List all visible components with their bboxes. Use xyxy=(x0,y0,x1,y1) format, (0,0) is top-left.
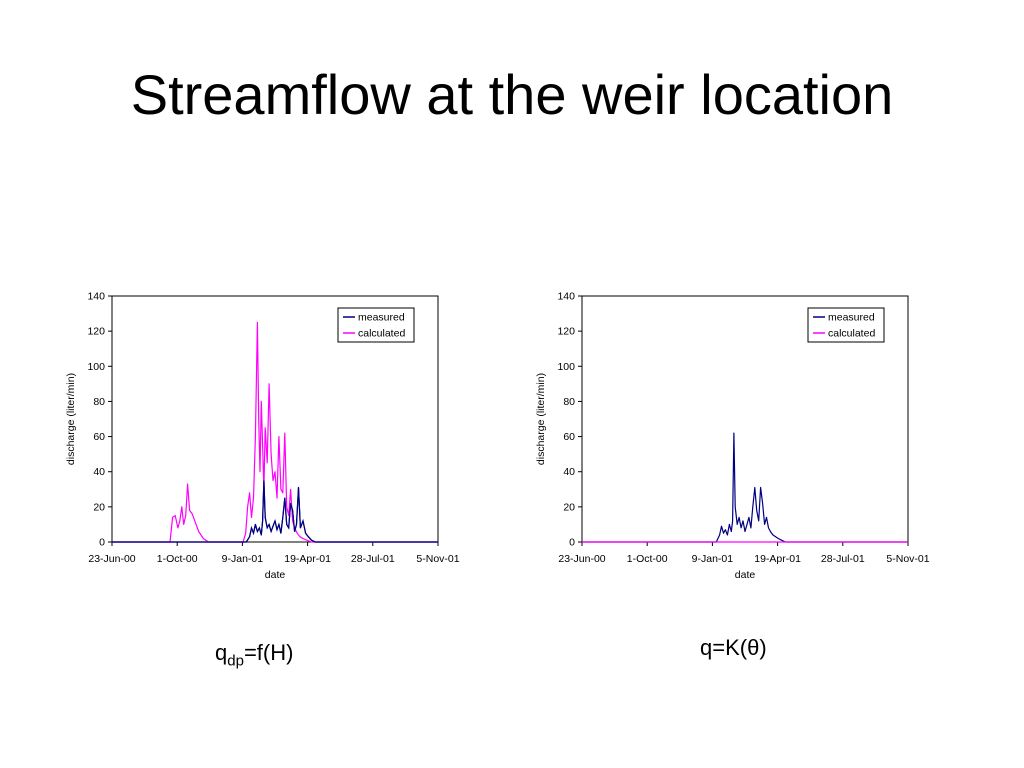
caption-left: qdp=f(H) xyxy=(215,640,293,669)
y-tick-label: 100 xyxy=(557,361,575,373)
y-tick-label: 0 xyxy=(569,537,575,549)
legend-label-measured: measured xyxy=(358,312,405,324)
caption-left-base: q xyxy=(215,640,228,665)
series-line-measured xyxy=(582,432,908,543)
x-tick-label: 28-Jul-01 xyxy=(821,553,865,565)
legend-label-calculated: calculated xyxy=(358,328,405,340)
y-tick-label: 40 xyxy=(93,466,105,478)
x-tick-label: 5-Nov-01 xyxy=(886,553,929,565)
legend-label-calculated: calculated xyxy=(828,328,875,340)
y-tick-label: 20 xyxy=(93,501,105,513)
caption-left-rest: =f(H) xyxy=(243,640,294,665)
y-tick-label: 140 xyxy=(87,291,105,303)
y-tick-label: 140 xyxy=(557,291,575,303)
legend xyxy=(807,307,885,343)
x-tick-label: 1-Oct-00 xyxy=(157,553,198,565)
series-line-calculated xyxy=(112,321,438,543)
x-tick-label: 5-Nov-01 xyxy=(416,553,459,565)
y-tick-label: 80 xyxy=(93,396,105,408)
y-tick-label: 100 xyxy=(87,361,105,373)
y-tick-label: 120 xyxy=(557,326,575,338)
y-axis-label: discharge (liter/min) xyxy=(535,373,547,465)
x-axis-label: date xyxy=(735,569,756,581)
slide-title: Streamflow at the weir location xyxy=(130,63,894,126)
x-tick-label: 28-Jul-01 xyxy=(351,553,395,565)
caption-right: q=K(θ) xyxy=(700,635,767,660)
y-tick-label: 0 xyxy=(99,537,105,549)
y-tick-label: 60 xyxy=(93,431,105,443)
chart-right: 0 20 40 60 80 100 120 140 23-Jun-00 1-Oct-00 9-Jan… xyxy=(535,291,930,582)
x-tick-label: 9-Jan-01 xyxy=(692,553,734,565)
y-tick-label: 60 xyxy=(563,431,575,443)
y-tick-label: 20 xyxy=(563,501,575,513)
y-tick-label: 120 xyxy=(87,326,105,338)
x-tick-label: 23-Jun-00 xyxy=(558,553,605,565)
x-tick-label: 19-Apr-01 xyxy=(754,553,801,565)
chart-left: 0 20 40 60 80 100 120 140 23-Jun-00 1-Oct-00 9-Jan… xyxy=(65,291,460,582)
y-tick-label: 40 xyxy=(563,466,575,478)
y-axis-label: discharge (liter/min) xyxy=(65,373,77,465)
caption-left-subscript: dp xyxy=(227,652,244,670)
series-line-measured-overlay xyxy=(112,480,438,543)
x-tick-label: 9-Jan-01 xyxy=(222,553,264,565)
x-tick-label: 23-Jun-00 xyxy=(88,553,135,565)
x-tick-label: 19-Apr-01 xyxy=(284,553,331,565)
y-tick-label: 80 xyxy=(563,396,575,408)
legend-label-measured: measured xyxy=(828,312,875,324)
x-tick-label: 1-Oct-00 xyxy=(627,553,668,565)
legend xyxy=(337,307,415,343)
x-axis-label: date xyxy=(265,569,286,581)
